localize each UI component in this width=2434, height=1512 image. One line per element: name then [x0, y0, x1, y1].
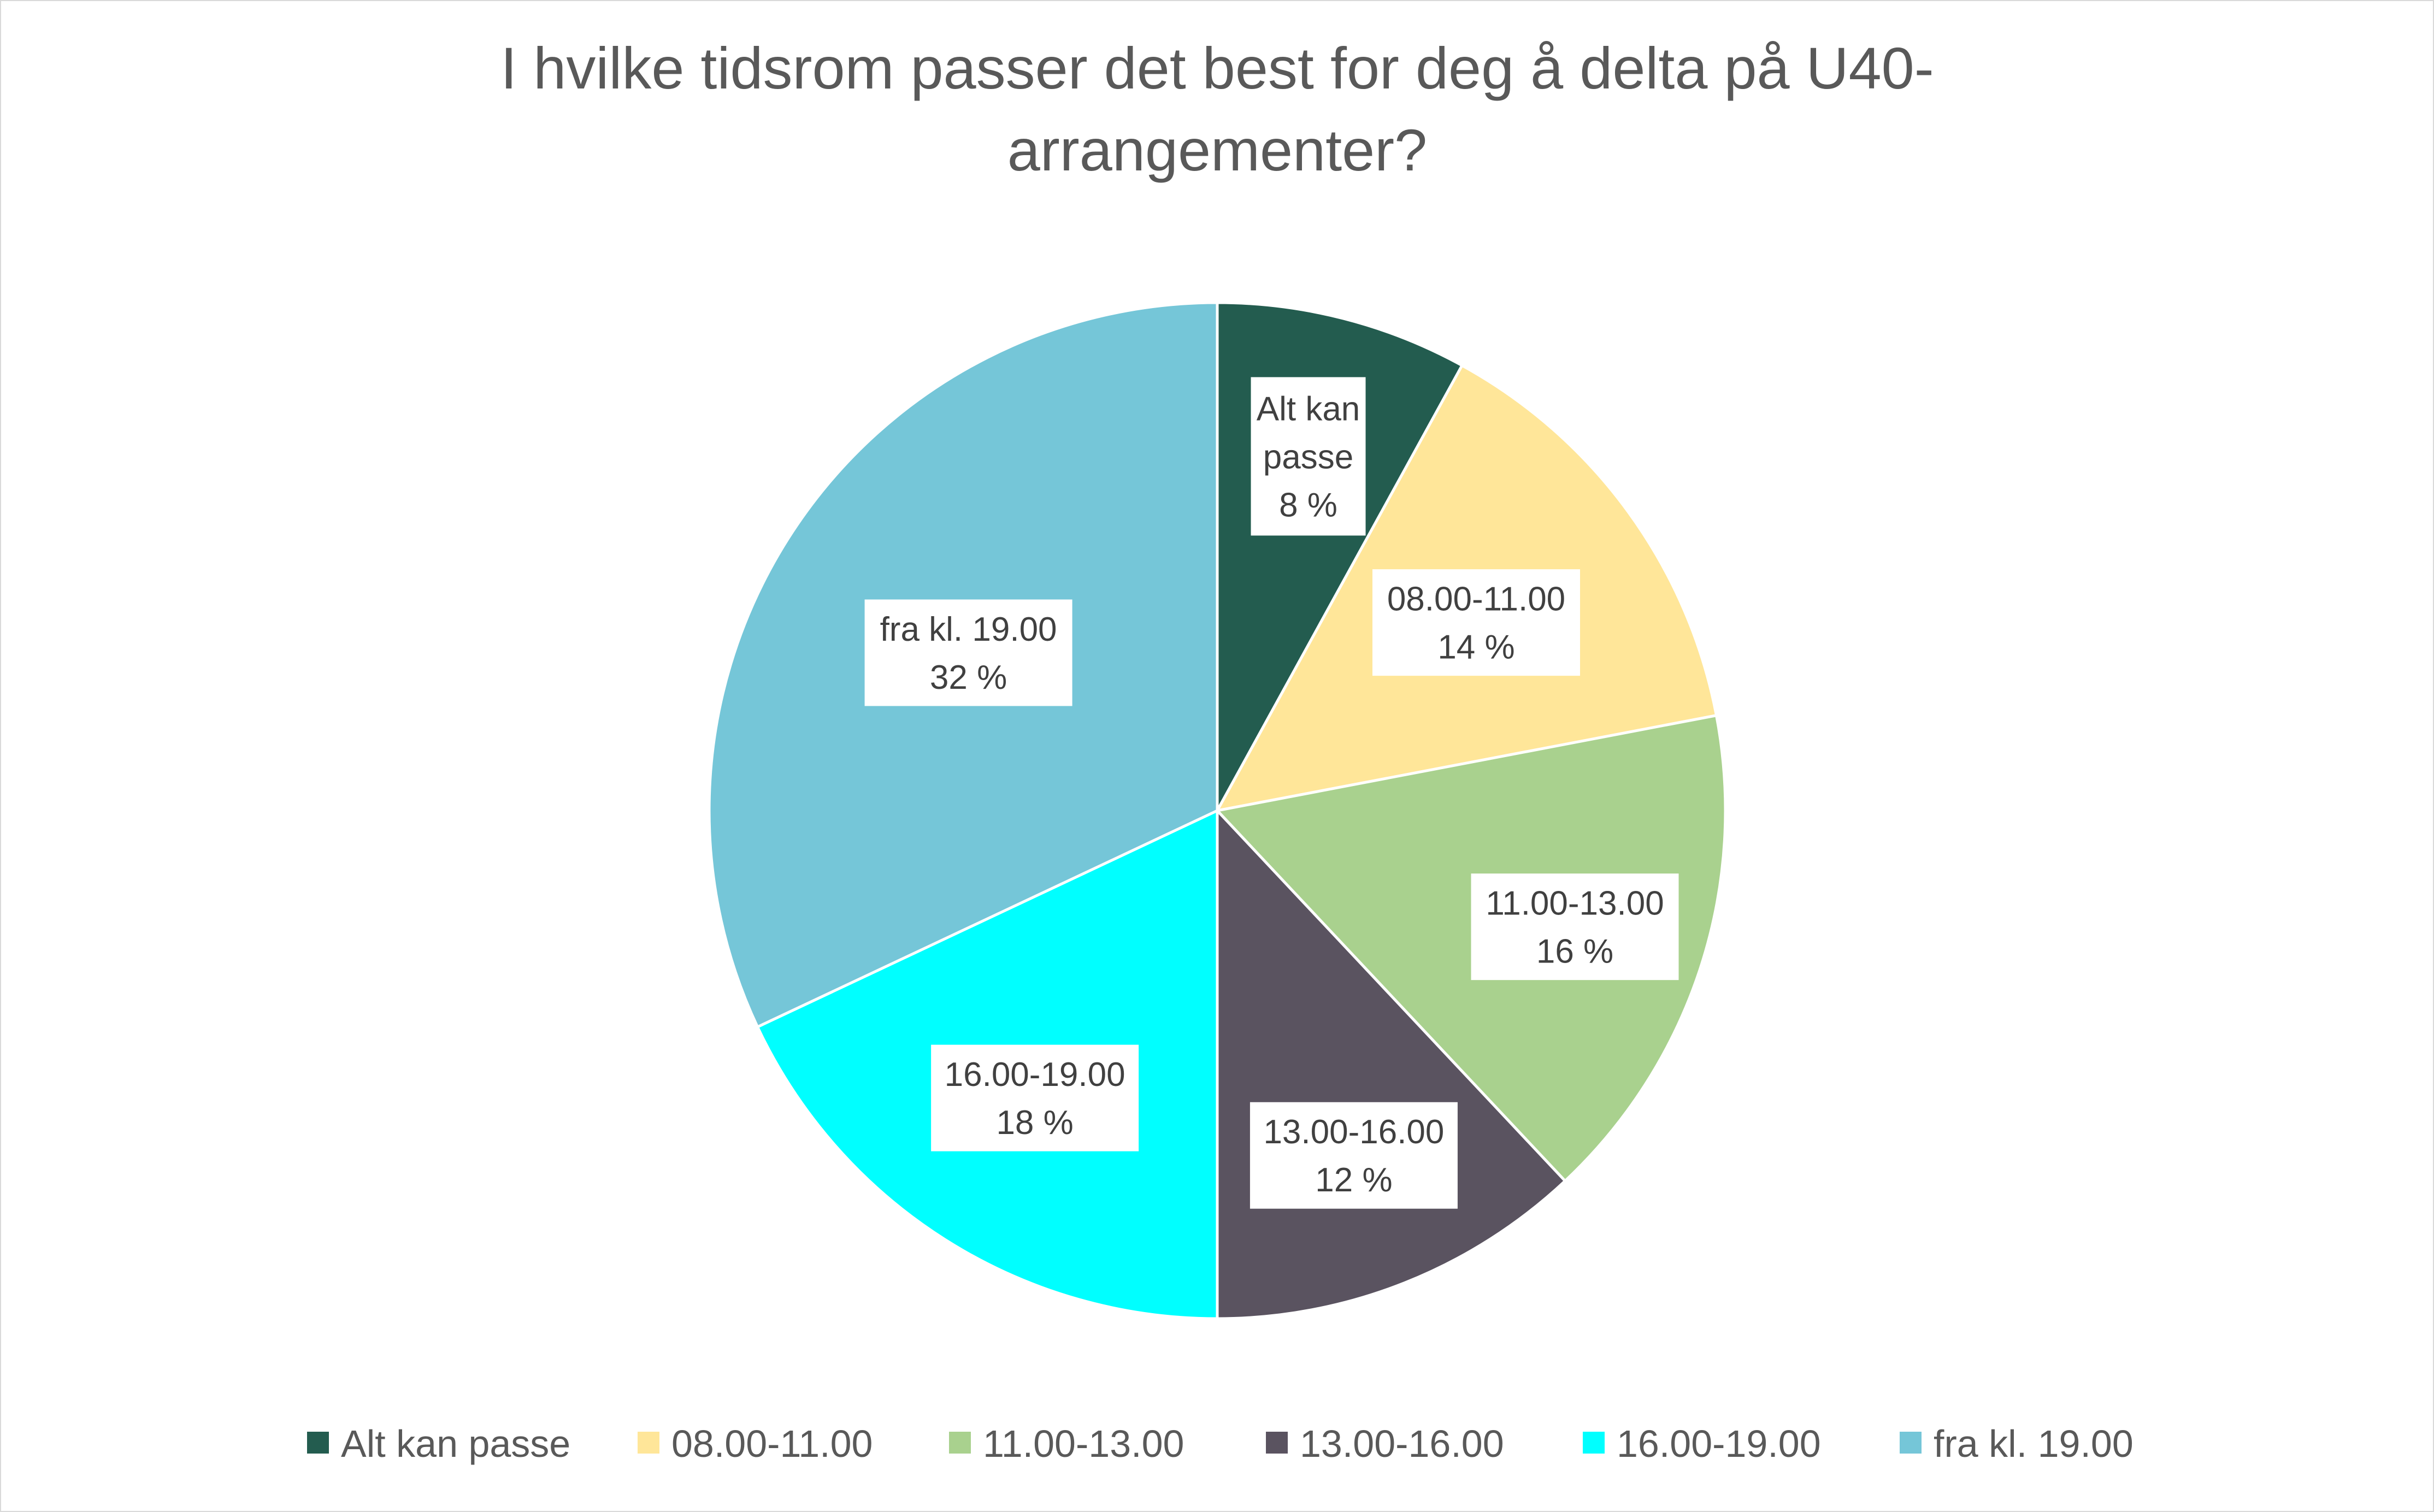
data-label-category: 13.00-16.00	[1263, 1113, 1444, 1151]
legend-item-1: Alt kan passe	[307, 1422, 570, 1465]
legend-label: fra kl. 19.00	[1934, 1422, 2134, 1465]
legend-item-5: 16.00-19.00	[1583, 1422, 1821, 1465]
data-label-box	[1251, 377, 1366, 536]
legend-swatch	[638, 1432, 659, 1454]
data-label-box	[1250, 1102, 1458, 1209]
data-label-category: fra kl. 19.00	[880, 611, 1057, 648]
data-label-box	[864, 599, 1072, 706]
chart-title: I hvilke tidsrom passer det best for deg…	[500, 35, 1934, 183]
data-labels: Alt kan passe 8 % 08.00-11.00 14 % 11.00-13.0…	[864, 377, 1679, 1209]
data-label-1: Alt kan passe 8 %	[1251, 377, 1366, 536]
legend-label: Alt kan passe	[341, 1422, 570, 1465]
legend-swatch	[1900, 1432, 1922, 1454]
legend-label: 16.00-19.00	[1617, 1422, 1821, 1465]
pie-slices	[708, 301, 1727, 1320]
data-label-3: 11.00-13.00 16 %	[1471, 873, 1679, 981]
data-label-box	[1471, 873, 1679, 981]
data-label-category: 08.00-11.00	[1387, 581, 1565, 618]
legend-swatch	[307, 1432, 329, 1454]
data-label-value: 16 %	[1536, 933, 1613, 971]
legend-label: 08.00-11.00	[671, 1422, 873, 1465]
data-label-5: 16.00-19.00 18 %	[931, 1044, 1139, 1151]
legend-label: 13.00-16.00	[1300, 1422, 1504, 1465]
data-label-value: 18 %	[996, 1104, 1073, 1142]
data-label-value: 8 %	[1279, 486, 1337, 524]
data-label-box	[931, 1044, 1139, 1151]
data-label-category: 16.00-19.00	[945, 1056, 1125, 1094]
chart-title-line-2: arrangementer?	[1007, 117, 1427, 183]
data-label-4: 13.00-16.00 12 %	[1250, 1102, 1458, 1209]
data-label-category: 11.00-13.00	[1486, 885, 1664, 923]
legend-swatch	[1583, 1432, 1605, 1454]
chart-title-line-1: I hvilke tidsrom passer det best for deg…	[500, 35, 1934, 101]
legend-label: 11.00-13.00	[983, 1422, 1184, 1465]
data-label-category: passe	[1263, 438, 1353, 476]
legend: Alt kan passe 08.00-11.00 11.00-13.00 13.00…	[307, 1422, 2134, 1465]
data-label-value: 12 %	[1315, 1161, 1392, 1199]
legend-item-6: fra kl. 19.00	[1900, 1422, 2134, 1465]
legend-item-2: 08.00-11.00	[638, 1422, 873, 1465]
legend-item-3: 11.00-13.00	[949, 1422, 1184, 1465]
legend-swatch	[1266, 1432, 1288, 1454]
data-label-value: 32 %	[930, 659, 1007, 696]
legend-item-4: 13.00-16.00	[1266, 1422, 1504, 1465]
data-label-value: 14 %	[1437, 629, 1514, 666]
data-label-6: fra kl. 19.00 32 %	[864, 599, 1072, 706]
legend-swatch	[949, 1432, 971, 1454]
data-label-category: Alt kan	[1257, 390, 1360, 428]
data-label-box	[1372, 569, 1581, 676]
data-label-2: 08.00-11.00 14 %	[1372, 569, 1581, 676]
